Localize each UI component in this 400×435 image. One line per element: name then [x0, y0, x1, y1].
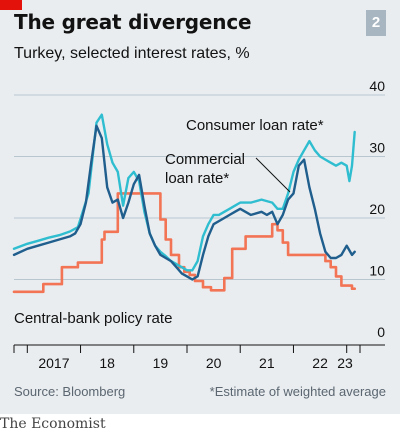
brand-red-tag [0, 0, 22, 10]
chart-subtitle: Turkey, selected interest rates, % [14, 45, 250, 62]
y-tick-label-30: 30 [369, 140, 385, 156]
commercial-loan-rate-label-line2: loan rate* [165, 170, 229, 187]
x-tick-label-20: 20 [206, 355, 222, 371]
footnote: *Estimate of weighted average [209, 384, 386, 399]
publisher-logo: The Economist [0, 416, 106, 432]
x-tick-label-18: 18 [99, 355, 115, 371]
series-annotations: Consumer loan rate* Commercial loan rate… [14, 117, 324, 327]
gridlines [14, 94, 385, 280]
y-tick-label-0: 0 [377, 324, 385, 340]
y-tick-label-20: 20 [369, 201, 385, 217]
x-tick-label-2017: 2017 [38, 355, 69, 371]
consumer-loan-rate-label: Consumer loan rate* [186, 117, 324, 134]
series-lines [12, 113, 356, 294]
x-tick-label-23: 23 [337, 355, 353, 371]
y-tick-label-10: 10 [369, 263, 385, 279]
x-tick-label-21: 21 [259, 355, 275, 371]
x-tick-label-19: 19 [153, 355, 169, 371]
policy-rate-label: Central-bank policy rate [14, 310, 172, 327]
chart-number-badge: 2 [366, 10, 386, 36]
line-chart: 2017 18 19 20 21 22 23 0 10 20 30 40 Consumer loan… [12, 78, 385, 371]
x-axis: 2017 18 19 20 21 22 23 [13, 344, 385, 371]
chart-title: The great divergence [14, 10, 252, 34]
commercial-leader-line [255, 157, 291, 193]
y-axis-tick-labels: 0 10 20 30 40 [369, 78, 385, 340]
source-note: Source: Bloomberg [14, 384, 126, 399]
x-tick-label-22: 22 [312, 355, 328, 371]
consumer-rate-line [12, 113, 356, 272]
policy-rate-line [12, 192, 356, 294]
commercial-rate-line [12, 124, 356, 281]
y-tick-label-40: 40 [369, 78, 385, 94]
commercial-loan-rate-label-line1: Commercial [165, 151, 245, 168]
